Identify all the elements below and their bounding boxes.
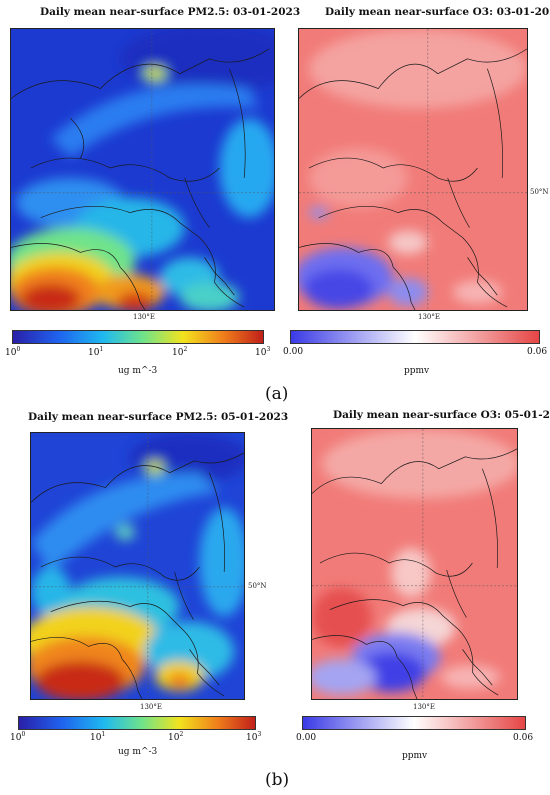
pm25-b-colorbar <box>18 716 256 730</box>
pm25-b-map <box>30 432 245 700</box>
pm25-b-tick-0: 100 <box>10 731 26 743</box>
o3-a-colorbar <box>290 330 540 344</box>
figure-b-label: (b) <box>265 770 290 790</box>
pm25-b-tick-3: 103 <box>246 731 262 743</box>
o3-b-lon-label: 130°E <box>413 703 435 711</box>
pm25-a-unit: ug m^-3 <box>118 366 158 376</box>
pm25-a-title: Daily mean near-surface PM2.5: 03-01-202… <box>40 6 301 18</box>
o3-a-title: Daily mean near-surface O3: 03-01-2023 <box>325 6 550 18</box>
o3-b-tick-max: 0.06 <box>513 733 534 743</box>
pm25-b-tick-1: 101 <box>90 731 106 743</box>
o3-a-map <box>298 28 528 311</box>
o3-a-lat-label: 50°N <box>530 188 549 196</box>
o3-b-unit: ppmv <box>402 751 428 761</box>
o3-b-tick-min: 0.00 <box>296 733 317 743</box>
o3-a-tick-min: 0.00 <box>283 347 304 357</box>
o3-a-lon-label: 130°E <box>418 313 440 321</box>
pm25-b-unit: ug m^-3 <box>118 747 158 757</box>
o3-b-map <box>311 428 518 700</box>
pm25-b-lat-label: 50°N <box>248 582 267 590</box>
pm25-a-colorbar <box>12 330 264 344</box>
pm25-a-map <box>10 28 275 311</box>
pm25-a-tick-0: 100 <box>5 346 21 358</box>
o3-b-colorbar <box>302 716 526 730</box>
pm25-a-tick-1: 101 <box>88 346 104 358</box>
pm25-b-tick-2: 102 <box>168 731 184 743</box>
pm25-b-title: Daily mean near-surface PM2.5: 05-01-202… <box>28 411 289 423</box>
o3-a-tick-max: 0.06 <box>527 347 548 357</box>
o3-a-unit: ppmv <box>404 366 430 376</box>
pm25-a-tick-3: 103 <box>255 346 271 358</box>
figure-a-label: (a) <box>265 384 289 404</box>
pm25-a-lon-label: 130°E <box>133 313 155 321</box>
pm25-b-lon-label: 130°E <box>140 703 162 711</box>
o3-b-title: Daily mean near-surface O3: 05-01-2023 <box>333 409 550 421</box>
pm25-a-tick-2: 102 <box>172 346 188 358</box>
